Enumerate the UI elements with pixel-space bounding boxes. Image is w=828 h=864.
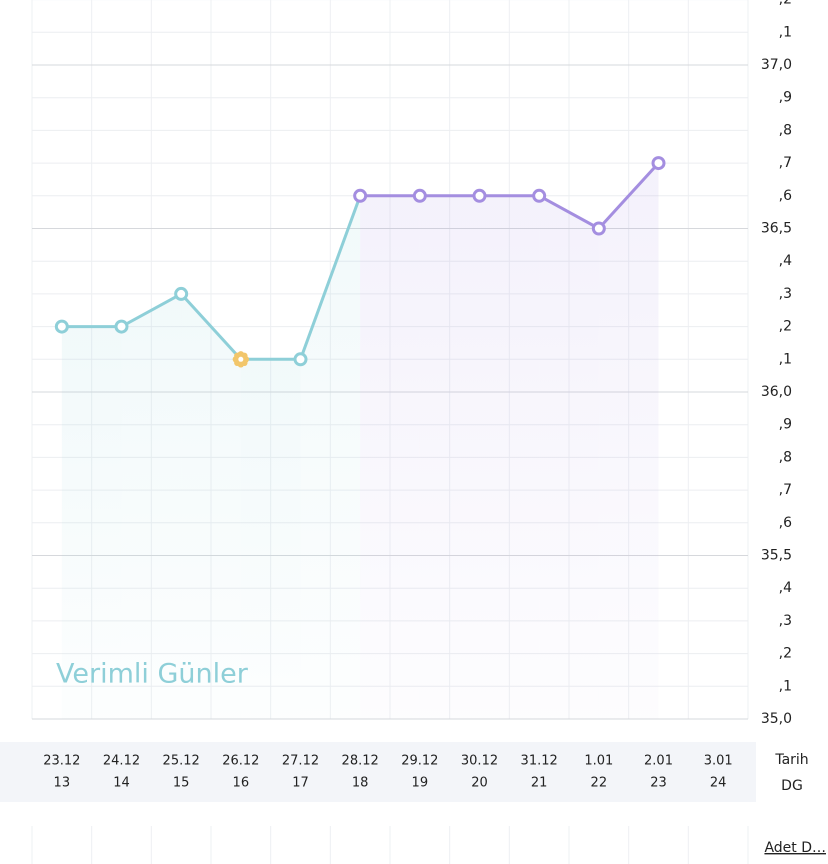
y-tick-label: ,3 <box>779 613 792 629</box>
x-tick-label: 3.01 <box>704 754 733 769</box>
area <box>61 326 122 719</box>
y-tick-label: 35,0 <box>761 711 792 727</box>
x-day-label: 14 <box>113 776 130 791</box>
x-tick-label: 26.12 <box>222 754 259 769</box>
petal-center <box>238 356 244 362</box>
point <box>353 188 368 203</box>
y-tick-label: ,7 <box>779 155 792 171</box>
y-tick-label: ,9 <box>779 90 792 106</box>
x-day-label: 19 <box>412 776 429 791</box>
y-tick-label: ,8 <box>779 449 792 465</box>
line-segment <box>120 292 182 328</box>
y-tick-label: ,1 <box>779 678 792 694</box>
point <box>114 319 129 334</box>
y-tick-label: ,9 <box>779 417 792 433</box>
line-segment <box>180 292 242 361</box>
x-day-label: 18 <box>352 776 369 791</box>
x-tick-label: 27.12 <box>282 754 319 769</box>
area <box>121 293 182 719</box>
point <box>472 188 487 203</box>
point <box>532 188 547 203</box>
x-tick-label: 29.12 <box>401 754 438 769</box>
y-tick-label: ,8 <box>779 122 792 138</box>
y-tick-label: ,2 <box>779 0 792 8</box>
x-day-label: 21 <box>531 776 548 791</box>
y-tick-label: ,6 <box>779 515 792 531</box>
point <box>293 352 308 367</box>
flower-marker <box>232 351 250 368</box>
petal <box>241 352 248 359</box>
area <box>300 195 361 720</box>
x-day-label: 13 <box>54 776 71 791</box>
line-segment <box>597 162 660 230</box>
annotation: Verimli Günler <box>56 659 249 690</box>
y-tick-label: ,1 <box>779 351 792 367</box>
y-tick-label: ,1 <box>779 24 792 40</box>
line-segment <box>538 194 600 230</box>
area <box>419 195 480 720</box>
x-tick-label: 24.12 <box>103 754 140 769</box>
x-day-label: 15 <box>173 776 190 791</box>
x-day-label: 16 <box>233 776 250 791</box>
y-tick-label: ,4 <box>779 253 792 269</box>
y-tick-label: 36,0 <box>761 384 792 400</box>
point <box>412 188 427 203</box>
point <box>651 156 666 171</box>
y-tick-label: ,3 <box>779 286 792 302</box>
x-day-label: 20 <box>471 776 488 791</box>
x-tick-label: 30.12 <box>461 754 498 769</box>
y-tick-label: 35,5 <box>761 548 792 564</box>
x-day-label: 17 <box>292 776 309 791</box>
x-tick-label: 25.12 <box>163 754 200 769</box>
y-tick-label: ,2 <box>779 646 792 662</box>
point <box>174 286 189 301</box>
y-tick-label: ,7 <box>779 482 792 498</box>
x-day-label: 24 <box>710 776 727 791</box>
x-day-label: 23 <box>650 776 667 791</box>
point <box>591 221 606 236</box>
point <box>54 319 69 334</box>
row-label: DG <box>781 778 803 794</box>
x-tick-label: 1.01 <box>584 754 613 769</box>
x-tick-label: 23.12 <box>43 754 80 769</box>
area <box>360 195 420 720</box>
x-day-label: 22 <box>591 776 608 791</box>
y-tick-label: ,4 <box>779 580 792 596</box>
area <box>479 195 540 720</box>
x-tick-label: 28.12 <box>342 754 379 769</box>
area <box>240 359 301 719</box>
line-segment <box>299 195 362 360</box>
x-tick-label: 31.12 <box>521 754 558 769</box>
x-tick-label: 2.01 <box>644 754 673 769</box>
x-axis-band <box>0 742 756 802</box>
area <box>181 293 241 719</box>
y-tick-label: ,2 <box>779 319 792 335</box>
y-tick-label: 36,5 <box>761 221 792 237</box>
area <box>539 195 599 720</box>
area <box>598 163 659 720</box>
y-tick-label: ,6 <box>779 188 792 204</box>
link[interactable]: Adet D… <box>764 840 826 856</box>
row-label: Tarih <box>774 752 808 768</box>
y-tick-label: 37,0 <box>761 57 792 73</box>
